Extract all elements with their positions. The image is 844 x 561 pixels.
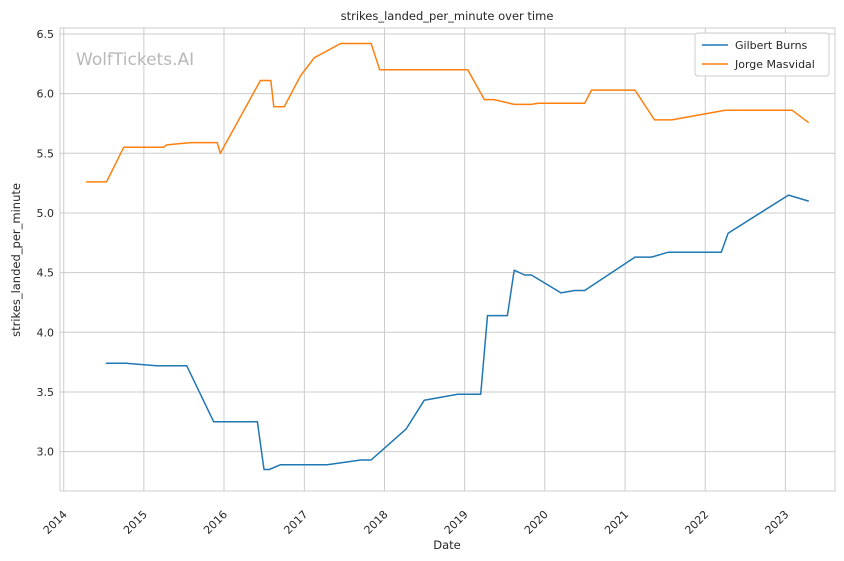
y-tick-label: 4.0 xyxy=(37,326,55,339)
series-line-gilbert-burns xyxy=(105,194,809,471)
y-tick-label: 5.5 xyxy=(37,147,55,160)
y-tick-label: 6.5 xyxy=(37,28,55,41)
y-tick-labels: 3.0 3.5 4.0 4.5 5.0 5.5 6.0 6.5 xyxy=(37,28,55,459)
y-tick-label: 3.0 xyxy=(37,446,55,459)
grid xyxy=(60,28,835,491)
y-axis-label: strikes_landed_per_minute xyxy=(9,183,23,337)
y-tick-label: 3.5 xyxy=(37,386,55,399)
legend: Gilbert Burns Jorge Masvidal xyxy=(694,32,830,77)
series-layer xyxy=(85,42,809,471)
chart-title: strikes_landed_per_minute over time xyxy=(341,9,554,23)
plot-frame xyxy=(59,27,836,492)
y-tick-label: 5.0 xyxy=(37,207,55,220)
legend-box xyxy=(694,32,830,77)
y-tick-label: 4.5 xyxy=(37,267,55,280)
watermark: WolfTickets.AI xyxy=(76,50,194,70)
y-tick-label: 6.0 xyxy=(37,88,55,101)
legend-label-gilbert-burns: Gilbert Burns xyxy=(735,39,808,52)
legend-label-jorge-masvidal: Jorge Masvidal xyxy=(734,58,815,71)
x-axis-label: Date xyxy=(433,538,461,552)
series-line-jorge-masvidal xyxy=(85,42,809,183)
